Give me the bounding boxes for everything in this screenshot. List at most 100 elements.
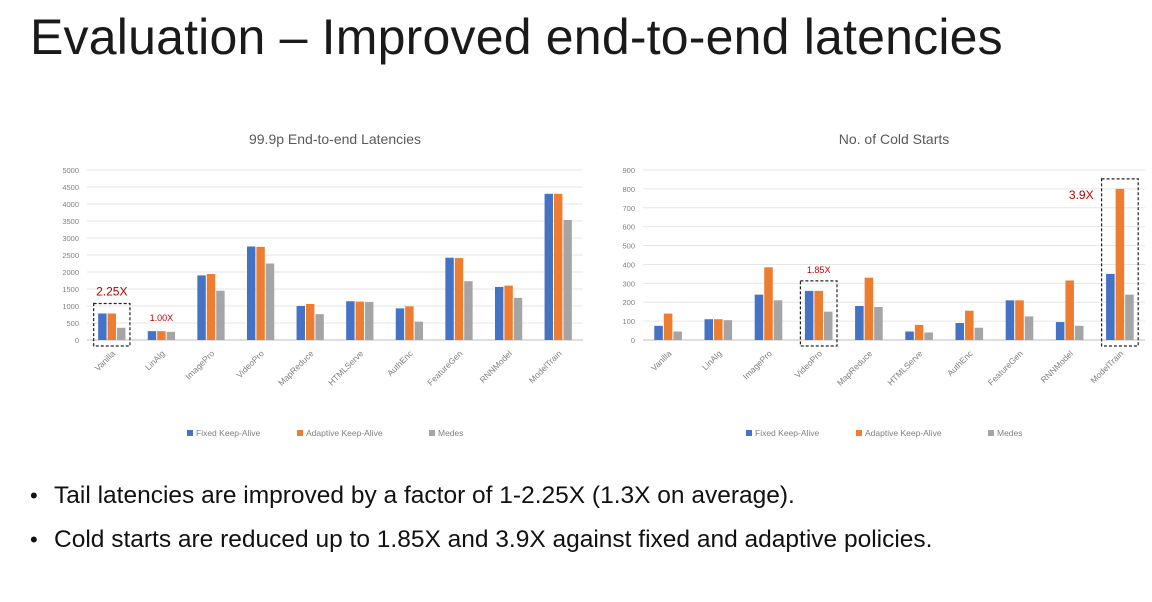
y-tick-label: 1000 (62, 302, 79, 311)
y-tick-label: 500 (622, 242, 635, 251)
bullet-item: • Tail latencies are improved by a facto… (30, 482, 932, 510)
bar (974, 327, 984, 340)
legend-label: Adaptive Keep-Alive (306, 428, 383, 438)
bar (157, 331, 166, 340)
y-tick-label: 5000 (62, 166, 79, 175)
bar (98, 313, 107, 340)
x-tick-label: RNNModel (478, 348, 515, 385)
bullet-item: • Cold starts are reduced up to 1.85X an… (30, 526, 932, 554)
bar (197, 275, 206, 340)
legend-label: Adaptive Keep-Alive (865, 428, 942, 438)
bar (1015, 300, 1024, 340)
x-tick-label: MapReduce (276, 348, 316, 388)
bar (553, 193, 563, 340)
bar (206, 274, 216, 340)
bar (405, 306, 414, 340)
x-tick-label: Vanilla (93, 348, 118, 373)
bar (256, 246, 265, 340)
chart-legend: Fixed Keep-Alive Adaptive Keep-Alive Medes (746, 428, 1023, 438)
x-tick-label: ModelTrain (1088, 348, 1125, 385)
bar (965, 310, 974, 340)
y-tick-label: 200 (622, 298, 635, 307)
y-tick-label: 2500 (62, 251, 79, 260)
y-tick-label: 2000 (62, 268, 79, 277)
legend-label: Fixed Keep-Alive (755, 428, 820, 438)
bar (107, 313, 117, 340)
cold-starts-chart: No. of Cold Starts 0 100 200 300 400 500 600 700… (610, 118, 1150, 448)
chart-svg: 99.9p End-to-end Latencies 0 500 1000 1500 20… (62, 131, 583, 438)
bar (955, 323, 965, 340)
legend-swatch (187, 430, 193, 436)
y-tick-label: 400 (622, 260, 635, 269)
legend-swatch (988, 430, 994, 436)
bar (494, 286, 504, 340)
bar (1074, 325, 1084, 340)
x-tick-label: ImagePro (741, 348, 774, 381)
bar (764, 267, 773, 340)
annotation-box (1100, 178, 1139, 347)
bullet-text: Tail latencies are improved by a factor … (54, 482, 795, 509)
bar (924, 332, 933, 340)
y-tick-label: 4500 (62, 183, 79, 192)
y-tick-label: 900 (622, 166, 635, 175)
bar (216, 290, 225, 340)
bar (663, 313, 673, 340)
bar (355, 301, 365, 340)
bar (395, 308, 405, 340)
bullet-list: • Tail latencies are improved by a facto… (30, 482, 932, 570)
y-tick-label: 500 (66, 319, 79, 328)
bar (1106, 273, 1115, 340)
bar (563, 219, 572, 340)
bar (673, 331, 682, 340)
x-tick-label: RNNModel (1039, 348, 1076, 385)
bar (147, 331, 157, 340)
bar (1024, 316, 1034, 340)
annotation-label: 2.25X (96, 284, 127, 298)
bar (1065, 280, 1074, 340)
bar (905, 331, 914, 340)
bar (654, 325, 663, 340)
bar (864, 277, 874, 340)
legend-label: Medes (997, 428, 1023, 438)
x-tick-label: LinAlg (143, 348, 167, 372)
y-tick-label: 0 (75, 336, 79, 345)
x-tick-label: FeatureGen (986, 348, 1025, 387)
x-tick-label: Vanilla (649, 348, 674, 373)
annotation-label: 3.9X (1069, 188, 1094, 202)
chart-title: No. of Cold Starts (839, 131, 950, 147)
annotation-label: 1.85X (807, 265, 831, 275)
bar (754, 294, 764, 340)
bar (315, 314, 324, 340)
bullet-icon: • (30, 483, 38, 508)
x-tick-label: LinAlg (700, 348, 724, 372)
bar (454, 258, 464, 340)
bar (305, 303, 315, 340)
bar (1005, 300, 1015, 340)
y-tick-label: 800 (622, 185, 635, 194)
chart-title: 99.9p End-to-end Latencies (249, 131, 421, 147)
bar (464, 281, 473, 340)
bar (714, 319, 723, 340)
x-tick-label: VideoPro (792, 348, 824, 380)
bar (874, 306, 883, 340)
bar (365, 301, 374, 340)
y-tick-label: 3500 (62, 217, 79, 226)
legend-swatch (856, 430, 862, 436)
chart-legend: Fixed Keep-Alive Adaptive Keep-Alive Medes (187, 428, 464, 438)
bar (814, 290, 823, 340)
bar (296, 306, 305, 340)
y-tick-label: 3000 (62, 234, 79, 243)
legend-swatch (297, 430, 303, 436)
bar (513, 297, 523, 340)
y-tick-label: 4000 (62, 200, 79, 209)
annotation-box (93, 302, 131, 347)
chart-svg: No. of Cold Starts 0 100 200 300 400 500 600 700… (622, 131, 1145, 438)
legend-label: Fixed Keep-Alive (196, 428, 261, 438)
annotation-box (799, 280, 838, 347)
bar (246, 246, 256, 340)
x-tick-label: FeatureGen (425, 348, 464, 387)
bar (1055, 322, 1065, 340)
bar (166, 331, 176, 340)
legend-swatch (746, 430, 752, 436)
x-tick-label: HTMLServe (326, 348, 365, 387)
